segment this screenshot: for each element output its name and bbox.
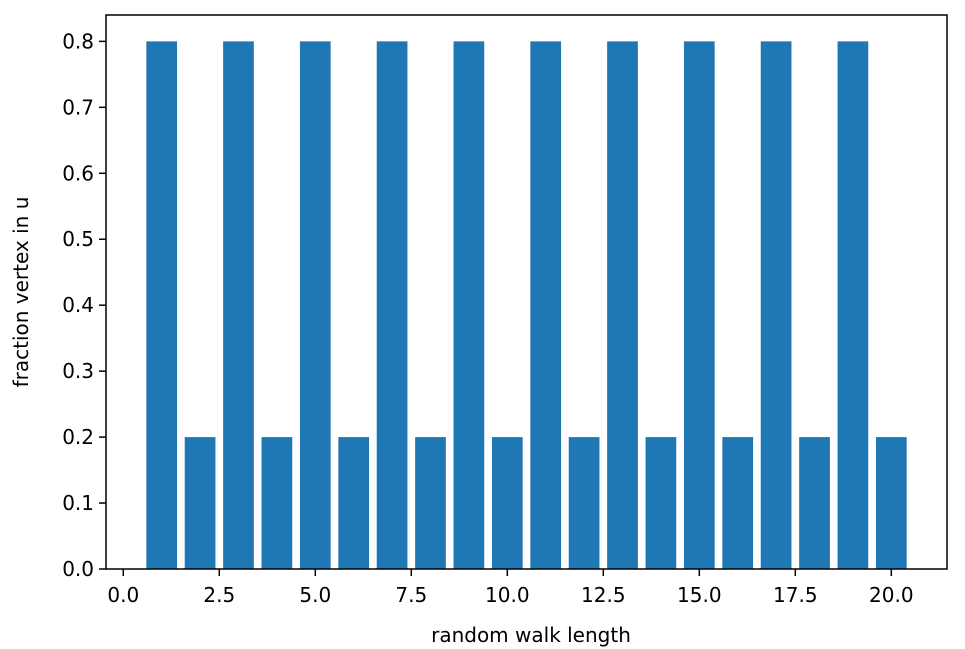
bar-10	[491, 437, 523, 569]
bar-6	[338, 437, 370, 569]
x-tick-label: 2.5	[203, 583, 235, 607]
x-tick-label: 17.5	[773, 583, 818, 607]
bar-4	[261, 437, 293, 569]
bar-18	[799, 437, 830, 569]
x-tick-label: 0.0	[107, 583, 139, 607]
y-tick-label: 0.0	[62, 557, 94, 581]
x-axis-label: random walk length	[431, 623, 631, 647]
bar-13	[607, 41, 638, 569]
plot-frame	[105, 14, 948, 570]
x-tick-label: 10.0	[485, 583, 530, 607]
bar-8	[415, 437, 446, 569]
x-tick-label: 7.5	[395, 583, 427, 607]
bar-16	[722, 437, 754, 569]
y-tick-label: 0.4	[62, 293, 94, 317]
bars-group	[146, 41, 907, 569]
y-tick-label: 0.1	[62, 491, 94, 515]
bar-11	[530, 41, 562, 569]
bar-2	[184, 437, 216, 569]
y-tick-label: 0.5	[62, 227, 94, 251]
bar-5	[299, 41, 331, 569]
y-tick-label: 0.6	[62, 161, 94, 185]
x-tick-label: 12.5	[581, 583, 626, 607]
y-axis-label: fraction vertex in u	[9, 197, 33, 388]
bar-1	[146, 41, 178, 569]
x-axis-ticks: 0.0 2.5 5.0 7.5 10.0 12.5 15.0 17.5 20.0	[107, 569, 914, 607]
y-axis-ticks: 0.0 0.1 0.2 0.3 0.4 0.5 0.6 0.7 0.8	[62, 29, 106, 581]
bar-3	[223, 41, 254, 569]
x-tick-label: 5.0	[299, 583, 331, 607]
y-tick-label: 0.2	[62, 425, 94, 449]
x-tick-label: 15.0	[677, 583, 722, 607]
x-tick-label: 20.0	[869, 583, 914, 607]
bar-12	[568, 437, 600, 569]
bar-19	[837, 41, 869, 569]
y-tick-label: 0.7	[62, 95, 94, 119]
bar-14	[645, 437, 677, 569]
bar-7	[376, 41, 408, 569]
y-tick-label: 0.8	[62, 29, 94, 53]
bar-20	[875, 437, 907, 569]
bar-9	[453, 41, 485, 569]
bar-17	[760, 41, 792, 569]
y-tick-label: 0.3	[62, 359, 94, 383]
bar-15	[683, 41, 715, 569]
